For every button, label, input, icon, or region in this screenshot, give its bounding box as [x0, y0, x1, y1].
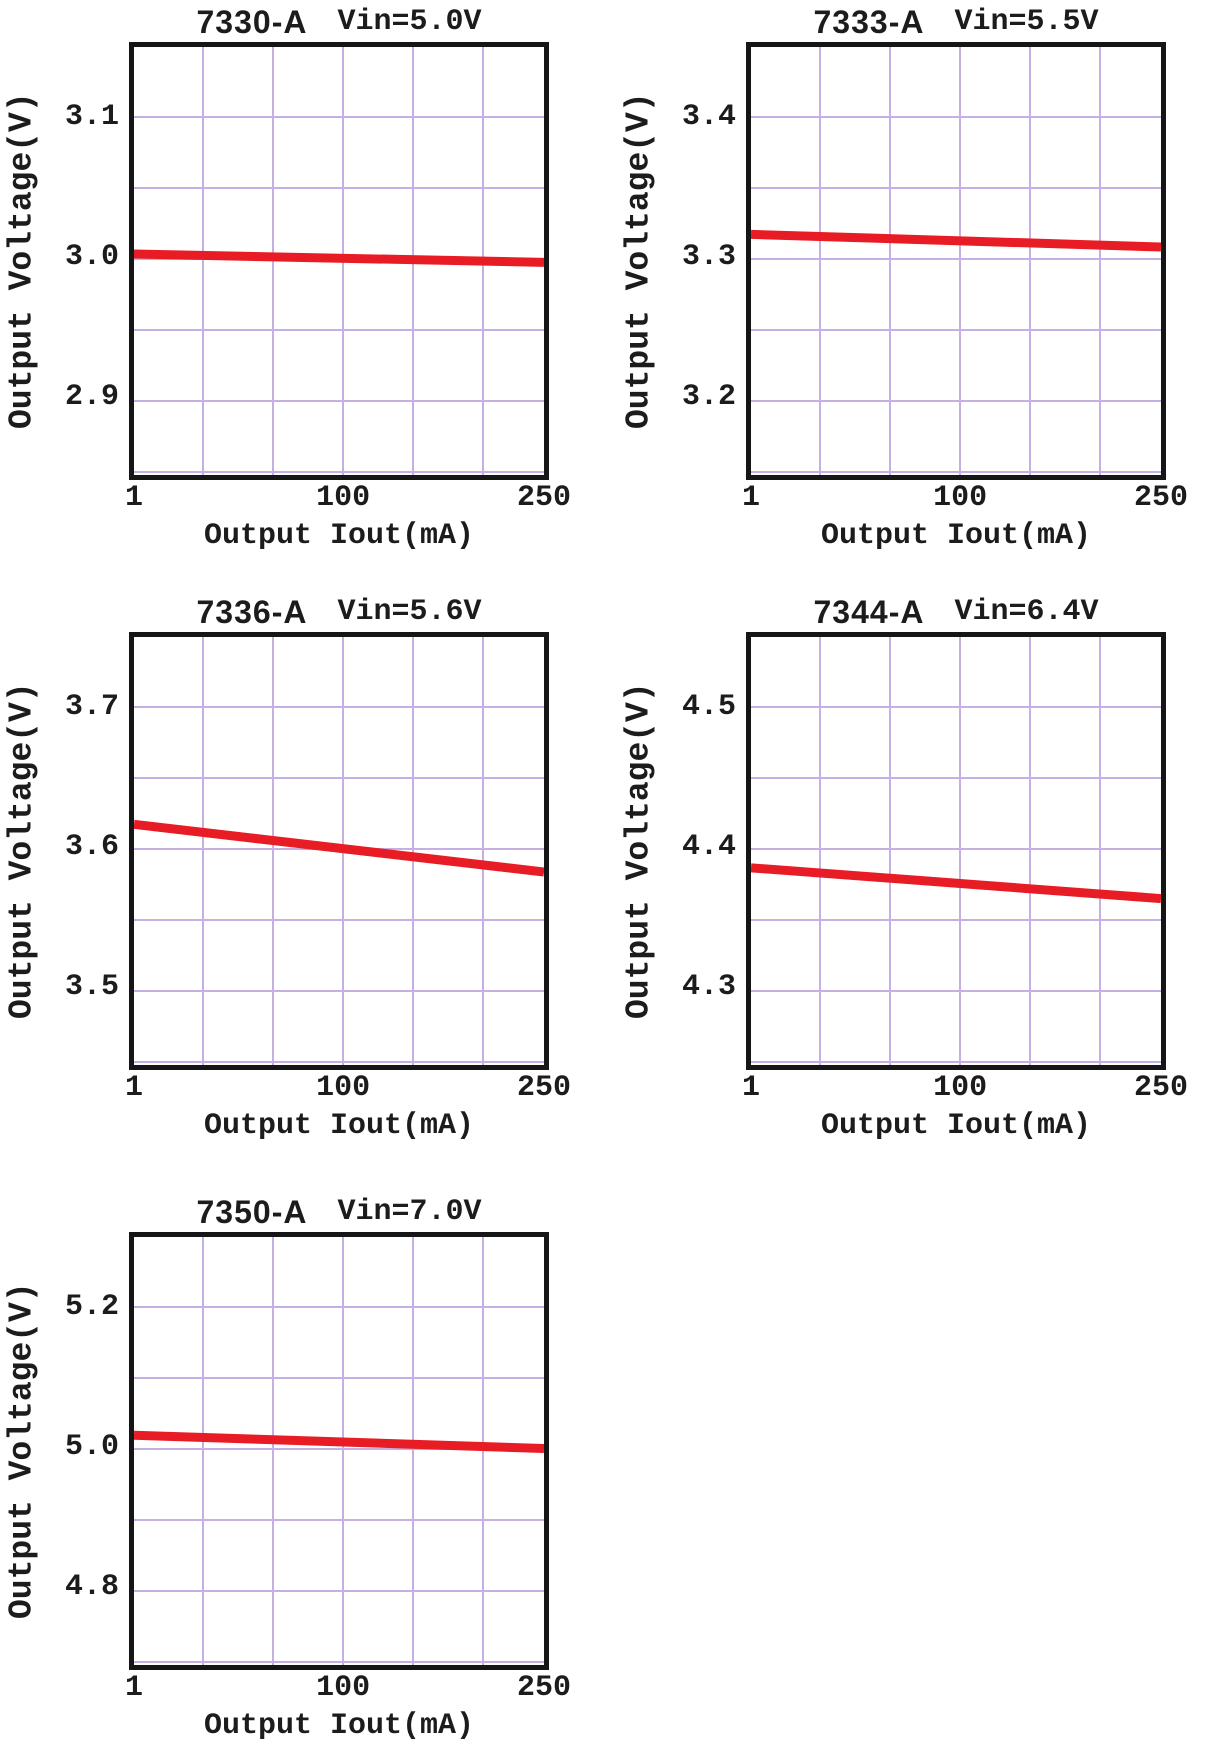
vin-condition: Vin=5.5V	[954, 4, 1099, 39]
y-tick-label: 5.2	[64, 1290, 119, 1324]
voltage-line	[134, 1430, 544, 1453]
plot-area	[129, 42, 549, 480]
chart-7333-a: 7333-A Vin=5.5V Output Voltage(V) 3.4 3.…	[617, 0, 1221, 560]
chart-7336-a: 7336-A Vin=5.6V Output Voltage(V) 3.7 3.…	[0, 590, 604, 1150]
x-axis-ticks: 1 100 250	[742, 1071, 1188, 1108]
x-axis-label: Output Iout(mA)	[203, 1709, 475, 1743]
part-number: 7333-A	[813, 4, 925, 40]
vin-condition: Vin=5.0V	[337, 4, 482, 39]
x-tick-label: 100	[933, 481, 988, 515]
x-tick-label: 250	[1133, 481, 1189, 515]
x-axis-ticks: 1 100 250	[125, 1671, 571, 1708]
x-tick-label: 100	[933, 1071, 988, 1105]
x-axis-label: Output Iout(mA)	[203, 519, 475, 553]
chart-title: 7330-A Vin=5.0V	[129, 0, 549, 38]
y-tick-label: 3.2	[681, 380, 736, 414]
voltage-line	[751, 229, 1161, 252]
voltage-line	[134, 819, 544, 877]
vin-condition: Vin=5.6V	[337, 594, 482, 629]
chart-7330-a: 7330-A Vin=5.0V Output Voltage(V) 3.1 3.…	[0, 0, 604, 560]
y-tick-label: 3.7	[64, 690, 119, 724]
chart-title: 7344-A Vin=6.4V	[746, 590, 1166, 628]
y-tick-label: 5.0	[64, 1430, 119, 1464]
y-tick-label: 3.1	[64, 100, 119, 134]
x-axis-label: Output Iout(mA)	[820, 519, 1092, 553]
plot-area	[129, 1232, 549, 1670]
chart-7350-a: 7350-A Vin=7.0V Output Voltage(V) 5.2 5.…	[0, 1190, 604, 1750]
x-tick-label: 100	[316, 1671, 371, 1705]
y-tick-label: 3.0	[64, 240, 119, 274]
x-tick-label: 1	[124, 1671, 144, 1705]
voltage-line	[134, 249, 544, 267]
y-tick-label: 4.8	[64, 1570, 119, 1604]
part-number: 7336-A	[196, 594, 308, 630]
plot-area	[746, 632, 1166, 1070]
x-tick-label: 1	[741, 1071, 761, 1105]
y-tick-label: 4.3	[681, 970, 736, 1004]
y-tick-label: 2.9	[64, 380, 119, 414]
vin-condition: Vin=6.4V	[954, 594, 1099, 629]
vin-condition: Vin=7.0V	[337, 1194, 482, 1229]
chart-title: 7336-A Vin=5.6V	[129, 590, 549, 628]
x-tick-label: 250	[516, 1671, 572, 1705]
x-axis-ticks: 1 100 250	[125, 1071, 571, 1108]
x-tick-label: 1	[741, 481, 761, 515]
voltage-line	[751, 863, 1161, 904]
chart-title: 7350-A Vin=7.0V	[129, 1190, 549, 1228]
x-axis-ticks: 1 100 250	[742, 481, 1188, 518]
y-tick-label: 4.4	[681, 830, 736, 864]
plot-area	[129, 632, 549, 1070]
y-tick-label: 4.5	[681, 690, 736, 724]
x-tick-label: 250	[516, 481, 572, 515]
part-number: 7330-A	[196, 4, 308, 40]
x-tick-label: 100	[316, 481, 371, 515]
x-axis-label: Output Iout(mA)	[820, 1109, 1092, 1143]
x-tick-label: 250	[1133, 1071, 1189, 1105]
part-number: 7350-A	[196, 1194, 308, 1230]
x-tick-label: 1	[124, 1071, 144, 1105]
x-tick-label: 100	[316, 1071, 371, 1105]
chart-title: 7333-A Vin=5.5V	[746, 0, 1166, 38]
y-tick-label: 3.5	[64, 970, 119, 1004]
y-tick-label: 3.4	[681, 100, 736, 134]
x-axis-label: Output Iout(mA)	[203, 1109, 475, 1143]
y-tick-label: 3.6	[64, 830, 119, 864]
x-tick-label: 1	[124, 481, 144, 515]
y-tick-label: 3.3	[681, 240, 736, 274]
x-axis-ticks: 1 100 250	[125, 481, 571, 518]
part-number: 7344-A	[813, 594, 925, 630]
plot-area	[746, 42, 1166, 480]
x-tick-label: 250	[516, 1071, 572, 1105]
chart-7344-a: 7344-A Vin=6.4V Output Voltage(V) 4.5 4.…	[617, 590, 1221, 1150]
